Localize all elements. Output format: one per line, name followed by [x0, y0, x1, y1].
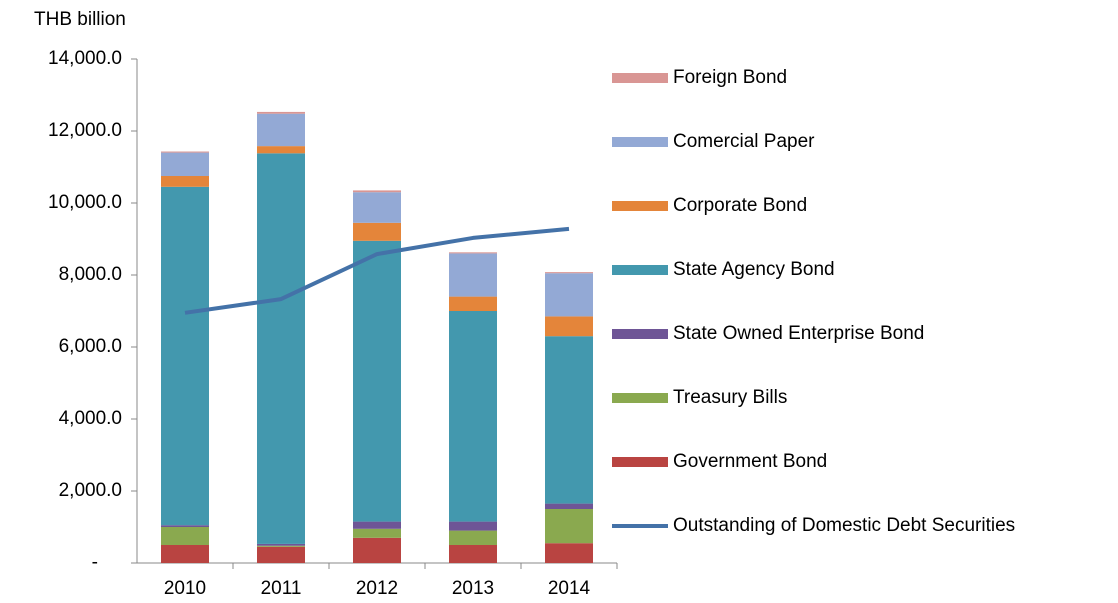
x-tick-label: 2011	[261, 578, 302, 599]
legend-label: Outstanding of Domestic Debt Securities	[673, 515, 1015, 536]
bar-segment	[449, 253, 497, 297]
bar-segment	[161, 152, 209, 176]
bar-segment	[545, 272, 593, 274]
bar-segment	[161, 176, 209, 187]
bar-segment	[545, 509, 593, 544]
legend-swatch	[612, 393, 668, 403]
x-tick-label: 2014	[548, 578, 591, 599]
bar-segment	[257, 146, 305, 154]
legend-label: Treasury Bills	[673, 387, 787, 408]
bar-segment	[353, 222, 401, 241]
legend-swatch	[612, 137, 668, 147]
legend-label: Government Bond	[673, 451, 827, 472]
y-tick-label: 4,000.0	[59, 408, 122, 429]
y-tick-label: 10,000.0	[48, 192, 122, 213]
bar-segment	[161, 545, 209, 563]
y-tick-label: 8,000.0	[59, 264, 122, 285]
y-tick-label: 2,000.0	[59, 480, 122, 501]
legend-label: State Owned Enterprise Bond	[673, 323, 924, 344]
bar-segment	[449, 311, 497, 522]
bar-segment	[449, 296, 497, 311]
bar-segment	[161, 151, 209, 153]
bar-segment	[545, 543, 593, 563]
bar-segment	[257, 113, 305, 147]
bar-segment	[257, 153, 305, 544]
bar-segment	[353, 521, 401, 529]
y-tick-label: -	[92, 552, 98, 573]
legend-swatch	[612, 73, 668, 83]
bar-segment	[449, 545, 497, 563]
bar-segment	[257, 546, 305, 563]
bar-segment	[257, 545, 305, 547]
bar-segment	[353, 528, 401, 538]
bar-segment	[545, 336, 593, 504]
bar-segment	[161, 527, 209, 545]
y-axis-label: THB billion	[34, 9, 126, 30]
bar-segment	[257, 111, 305, 114]
legend-label: Foreign Bond	[673, 67, 787, 88]
bar-segment	[545, 503, 593, 509]
legend-swatch	[612, 265, 668, 275]
bar-segment	[545, 273, 593, 317]
bar-segment	[545, 316, 593, 337]
bar-segment	[449, 252, 497, 254]
bar-segment	[353, 192, 401, 223]
bar-segment	[257, 543, 305, 546]
x-tick-label: 2013	[452, 578, 494, 599]
bar-segment	[353, 190, 401, 193]
bar-segment	[161, 186, 209, 526]
bar-segment	[449, 530, 497, 545]
line-series	[184, 226, 570, 315]
y-tick-label: 12,000.0	[48, 120, 122, 141]
y-tick-label: 14,000.0	[48, 48, 122, 69]
legend-swatch	[612, 329, 668, 339]
bar-segment	[353, 537, 401, 563]
legend-label: State Agency Bond	[673, 259, 835, 280]
bar-segment	[449, 521, 497, 531]
x-tick-label: 2010	[164, 578, 206, 599]
bar-segment	[353, 240, 401, 522]
legend-label: Corporate Bond	[673, 195, 807, 216]
bar-segment	[161, 525, 209, 527]
legend-label: Comercial Paper	[673, 131, 815, 152]
legend-swatch	[612, 201, 668, 211]
y-tick-label: 6,000.0	[59, 336, 122, 357]
legend-swatch	[612, 457, 668, 467]
x-tick-label: 2012	[356, 578, 398, 599]
